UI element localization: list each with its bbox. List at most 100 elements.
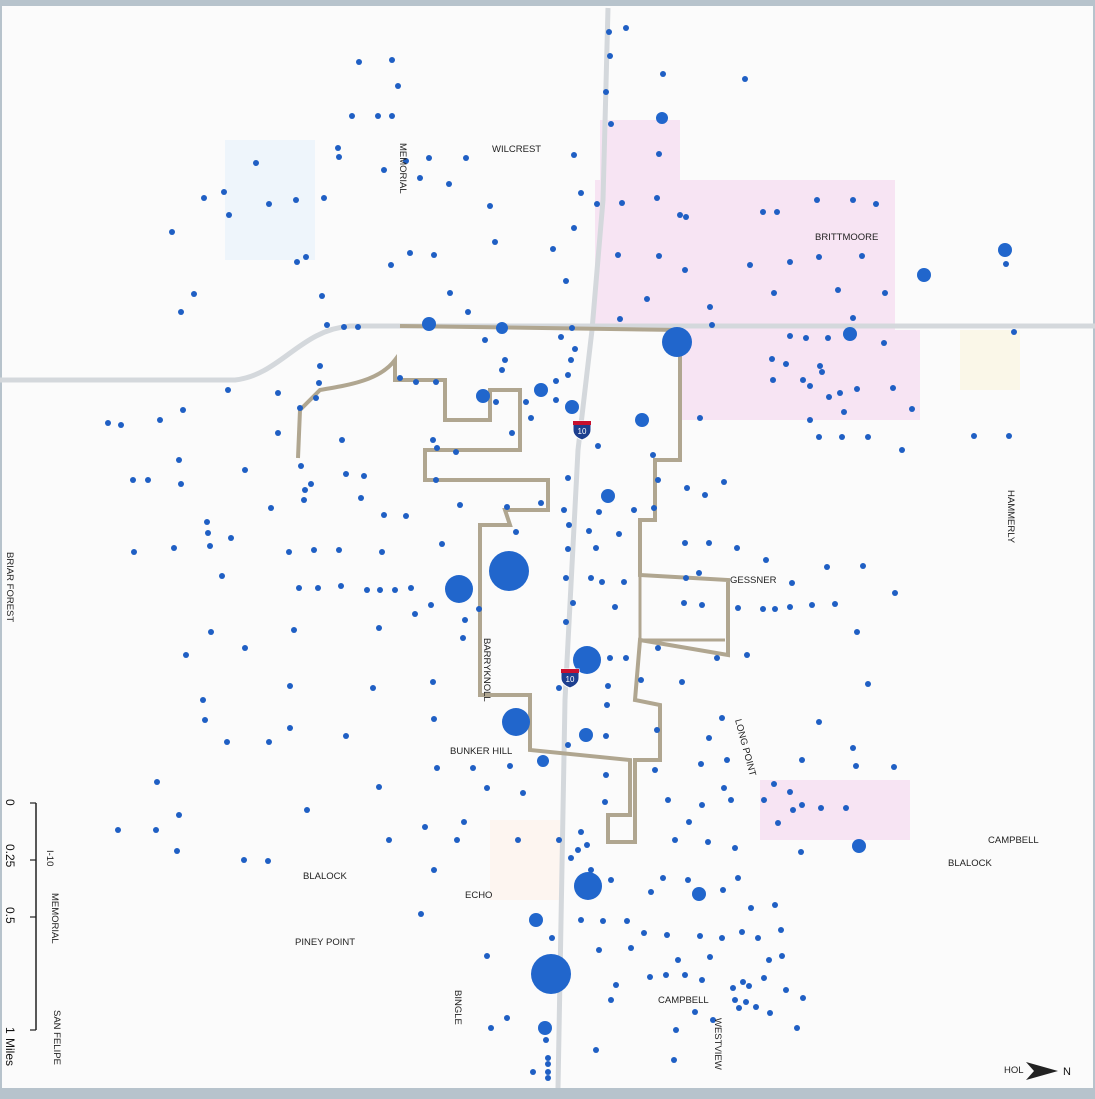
proportional-point-marker — [531, 954, 571, 994]
point-marker — [616, 531, 622, 537]
point-marker — [389, 113, 395, 119]
point-marker — [296, 585, 302, 591]
point-marker — [664, 932, 670, 938]
point-marker — [275, 430, 281, 436]
scale-bar: 0 0.25 0.5 1 Miles — [3, 799, 37, 1066]
point-marker — [381, 512, 387, 518]
proportional-point-marker — [422, 317, 436, 331]
point-marker — [652, 767, 658, 773]
point-marker — [660, 875, 666, 881]
label-bingle: BINGLE — [452, 990, 463, 1025]
point-marker — [439, 541, 445, 547]
point-marker — [769, 356, 775, 362]
point-marker — [608, 997, 614, 1003]
point-marker — [890, 385, 896, 391]
point-marker — [446, 181, 452, 187]
boundary-inner-box — [638, 575, 725, 642]
point-marker — [803, 335, 809, 341]
point-marker — [499, 367, 505, 373]
point-marker — [287, 683, 293, 689]
point-marker — [600, 918, 606, 924]
point-marker — [553, 397, 559, 403]
proportional-point-marker — [579, 728, 593, 742]
point-marker — [242, 467, 248, 473]
point-marker — [550, 246, 556, 252]
point-marker — [859, 253, 865, 259]
point-marker — [746, 983, 752, 989]
point-marker — [484, 953, 490, 959]
point-marker — [850, 315, 856, 321]
point-marker — [568, 357, 574, 363]
study-area-boundary — [296, 324, 730, 844]
point-marker — [654, 727, 660, 733]
point-marker — [599, 579, 605, 585]
point-marker — [615, 252, 621, 258]
point-marker — [854, 386, 860, 392]
point-marker — [593, 545, 599, 551]
point-marker — [699, 602, 705, 608]
proportional-point-marker — [529, 913, 543, 927]
point-marker — [677, 212, 683, 218]
point-marker — [787, 259, 793, 265]
point-marker — [313, 395, 319, 401]
scale-tick-1: 1 — [3, 1027, 17, 1034]
point-marker — [825, 335, 831, 341]
point-marker — [892, 590, 898, 596]
point-marker — [790, 807, 796, 813]
point-marker — [145, 477, 151, 483]
point-marker — [588, 575, 594, 581]
point-marker — [433, 477, 439, 483]
point-marker — [545, 1069, 551, 1075]
point-marker — [761, 975, 767, 981]
point-marker — [504, 504, 510, 510]
proportional-point-marker — [852, 839, 866, 853]
point-marker — [686, 819, 692, 825]
point-marker — [882, 290, 888, 296]
point-marker — [755, 935, 761, 941]
point-marker — [603, 772, 609, 778]
point-marker — [303, 254, 309, 260]
point-marker — [381, 167, 387, 173]
point-marker — [584, 842, 590, 848]
point-marker — [453, 449, 459, 455]
point-marker — [799, 757, 805, 763]
point-marker — [207, 543, 213, 549]
interstate-shield-south: 10 — [560, 668, 580, 689]
proportional-point-marker — [573, 646, 601, 674]
proportional-point-marker — [917, 268, 931, 282]
point-marker — [809, 602, 815, 608]
point-marker — [617, 316, 623, 322]
scale-tick-0: 0 — [3, 799, 17, 806]
point-marker — [837, 390, 843, 396]
proportional-point-marker — [574, 872, 602, 900]
point-marker — [767, 1010, 773, 1016]
point-marker — [153, 827, 159, 833]
point-marker — [742, 76, 748, 82]
point-marker — [807, 417, 813, 423]
point-marker — [454, 837, 460, 843]
point-marker — [457, 502, 463, 508]
point-marker — [603, 733, 609, 739]
label-memorial-south: MEMORIAL — [49, 893, 60, 944]
point-marker — [297, 405, 303, 411]
point-marker — [710, 1017, 716, 1023]
point-marker — [375, 113, 381, 119]
point-marker — [697, 933, 703, 939]
point-marker — [433, 379, 439, 385]
point-marker — [843, 805, 849, 811]
point-marker — [682, 972, 688, 978]
point-marker — [561, 507, 567, 513]
point-marker — [118, 422, 124, 428]
point-marker — [832, 601, 838, 607]
point-marker — [613, 982, 619, 988]
point-marker — [407, 250, 413, 256]
shield-number: 10 — [566, 675, 575, 684]
point-marker — [426, 155, 432, 161]
point-marker — [461, 819, 467, 825]
point-layer — [105, 25, 1017, 1081]
point-marker — [594, 201, 600, 207]
point-marker — [545, 1075, 551, 1081]
ih10-road — [555, 7, 611, 1089]
point-marker — [623, 655, 629, 661]
